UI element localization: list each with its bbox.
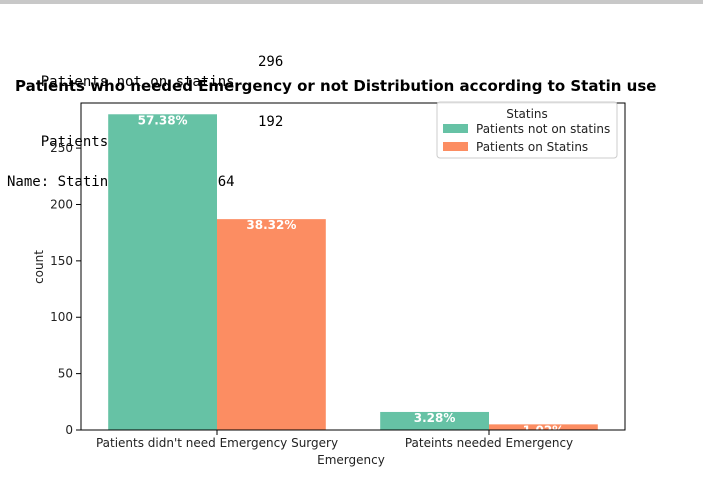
x-tick-label: Patients didn't need Emergency Surgery	[96, 436, 338, 450]
console-value: 192	[258, 114, 284, 130]
plot-frame	[80, 102, 626, 431]
console-label: Patients not on statins	[40, 74, 235, 90]
y-tick-label: 100	[50, 310, 73, 324]
console-value: 296	[258, 54, 284, 70]
y-axis-label: count	[32, 250, 46, 284]
y-tick-label: 250	[50, 141, 73, 155]
legend-label-not-on-statins: Patients not on statins	[476, 122, 610, 136]
bar-on-statins-1	[489, 424, 598, 430]
legend-label-on-statins: Patients on Statins	[476, 140, 588, 154]
y-tick-label: 50	[58, 367, 73, 381]
legend-box	[436, 101, 618, 159]
legend-title: Statins	[506, 107, 548, 121]
x-axis-label: Emergency	[317, 453, 385, 467]
console-line-not-on-statins: Patients not on statins 296	[7, 52, 284, 90]
bar-not-on-statins-0	[108, 114, 217, 430]
legend-swatch-not-on-statins	[443, 124, 468, 133]
y-tick-label: 200	[50, 197, 73, 211]
bar-data-label: 57.38%	[138, 113, 188, 127]
legend-swatch-on-statins	[443, 142, 468, 151]
legend: Statins Patients not on statins Patients…	[436, 101, 618, 159]
bar-on-statins-0	[217, 219, 326, 430]
bar-data-label: 3.28%	[414, 411, 456, 425]
top-border	[0, 0, 703, 4]
y-tick-label: 150	[50, 254, 73, 268]
bar-data-label: 38.32%	[246, 218, 296, 232]
bar-not-on-statins-1	[380, 411, 489, 430]
chart-title: Patients who needed Emergency or not Dis…	[15, 77, 657, 95]
x-tick-label: Pateints needed Emergency	[405, 436, 573, 450]
y-tick-label: 0	[65, 423, 73, 437]
